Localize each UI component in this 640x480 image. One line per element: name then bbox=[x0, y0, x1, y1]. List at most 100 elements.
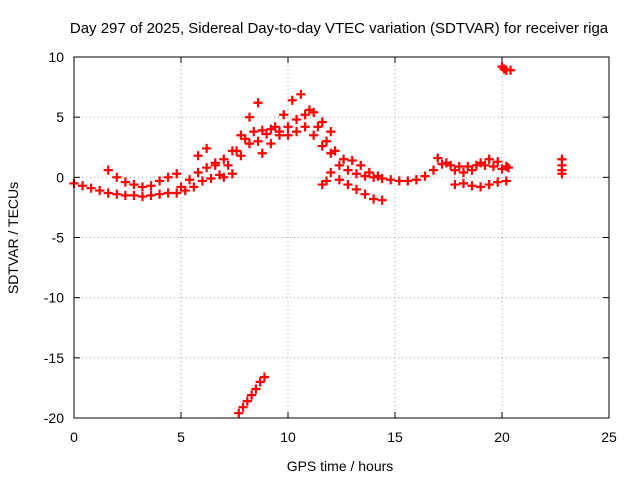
data-point bbox=[257, 148, 267, 158]
data-point bbox=[180, 185, 190, 196]
data-point bbox=[270, 122, 280, 132]
data-point bbox=[360, 171, 370, 181]
data-point bbox=[242, 396, 252, 406]
data-point bbox=[227, 146, 237, 156]
data-point bbox=[433, 153, 443, 163]
x-tick-label: 10 bbox=[280, 429, 296, 445]
data-point bbox=[313, 122, 323, 132]
data-point bbox=[343, 165, 353, 175]
data-point bbox=[501, 176, 511, 186]
data-point bbox=[279, 110, 289, 120]
data-point bbox=[137, 182, 148, 192]
data-point bbox=[137, 191, 148, 202]
data-point bbox=[476, 182, 486, 192]
data-point bbox=[326, 167, 336, 178]
data-point bbox=[339, 154, 349, 164]
data-point bbox=[321, 176, 332, 186]
data-point bbox=[240, 134, 250, 144]
data-point bbox=[77, 181, 88, 191]
data-point bbox=[253, 136, 263, 146]
data-points bbox=[69, 62, 567, 418]
data-point bbox=[450, 179, 460, 190]
y-axis-label: SDTVAR / TECUs bbox=[5, 182, 21, 294]
data-point bbox=[484, 179, 494, 190]
data-point bbox=[454, 161, 464, 172]
data-point bbox=[259, 372, 270, 382]
data-point bbox=[255, 377, 265, 387]
data-point bbox=[172, 188, 182, 198]
y-tick-label: -5 bbox=[52, 230, 65, 246]
data-point bbox=[463, 161, 473, 172]
data-point bbox=[253, 98, 263, 108]
data-point bbox=[249, 127, 259, 137]
data-point bbox=[193, 151, 203, 161]
data-point bbox=[309, 130, 319, 140]
data-point bbox=[236, 151, 246, 161]
data-point bbox=[223, 160, 233, 170]
data-point bbox=[450, 165, 460, 175]
data-point bbox=[505, 65, 516, 75]
data-point bbox=[262, 129, 272, 139]
data-point bbox=[202, 143, 212, 154]
y-tick-label: -10 bbox=[44, 290, 64, 306]
data-point bbox=[458, 167, 469, 178]
data-point bbox=[189, 182, 199, 192]
data-point bbox=[369, 172, 379, 182]
y-tick-label: 10 bbox=[48, 49, 64, 65]
data-point bbox=[251, 384, 261, 394]
data-point bbox=[291, 127, 302, 137]
data-point bbox=[283, 122, 293, 132]
data-point bbox=[146, 181, 156, 191]
data-point bbox=[428, 165, 439, 175]
data-point bbox=[373, 171, 383, 181]
series-sdtvar bbox=[69, 62, 567, 418]
axis-ticks: 0 5 10 15 20 25 -20 -15 -10 -5 0 5 10 bbox=[44, 49, 617, 445]
data-point bbox=[377, 195, 387, 205]
data-point bbox=[197, 176, 207, 186]
y-tick-label: 5 bbox=[56, 109, 64, 125]
data-point bbox=[411, 175, 421, 185]
data-point bbox=[458, 178, 469, 188]
data-point bbox=[321, 136, 332, 146]
data-point bbox=[155, 189, 165, 199]
data-point bbox=[394, 176, 404, 186]
y-tick-label: -20 bbox=[44, 410, 64, 426]
y-tick-label: 0 bbox=[56, 169, 64, 185]
data-point bbox=[300, 122, 310, 132]
data-point bbox=[493, 177, 503, 187]
data-point bbox=[112, 189, 122, 199]
data-point bbox=[484, 154, 494, 164]
data-point bbox=[437, 159, 447, 169]
data-point bbox=[317, 179, 327, 190]
x-tick-label: 25 bbox=[601, 429, 617, 445]
data-point bbox=[244, 139, 255, 149]
data-point bbox=[184, 175, 195, 185]
data-point bbox=[501, 161, 511, 172]
data-point bbox=[129, 190, 139, 200]
data-point bbox=[317, 117, 327, 127]
data-point bbox=[493, 157, 503, 167]
data-point bbox=[386, 175, 396, 185]
data-point bbox=[219, 154, 229, 164]
data-point bbox=[95, 185, 105, 196]
data-point bbox=[266, 139, 276, 149]
data-point bbox=[287, 95, 297, 105]
data-point bbox=[317, 141, 327, 151]
data-point bbox=[326, 127, 336, 137]
data-point bbox=[193, 167, 203, 178]
data-point bbox=[364, 167, 374, 178]
data-point bbox=[330, 146, 340, 156]
data-point bbox=[120, 177, 130, 187]
x-axis-label: GPS time / hours bbox=[287, 458, 394, 474]
data-point bbox=[403, 176, 413, 186]
data-point bbox=[247, 390, 257, 400]
data-point bbox=[351, 169, 362, 179]
data-point bbox=[467, 165, 477, 175]
data-point bbox=[234, 408, 244, 418]
x-tick-label: 20 bbox=[494, 429, 510, 445]
data-point bbox=[227, 169, 237, 179]
data-point bbox=[155, 176, 165, 186]
data-point bbox=[210, 160, 220, 170]
